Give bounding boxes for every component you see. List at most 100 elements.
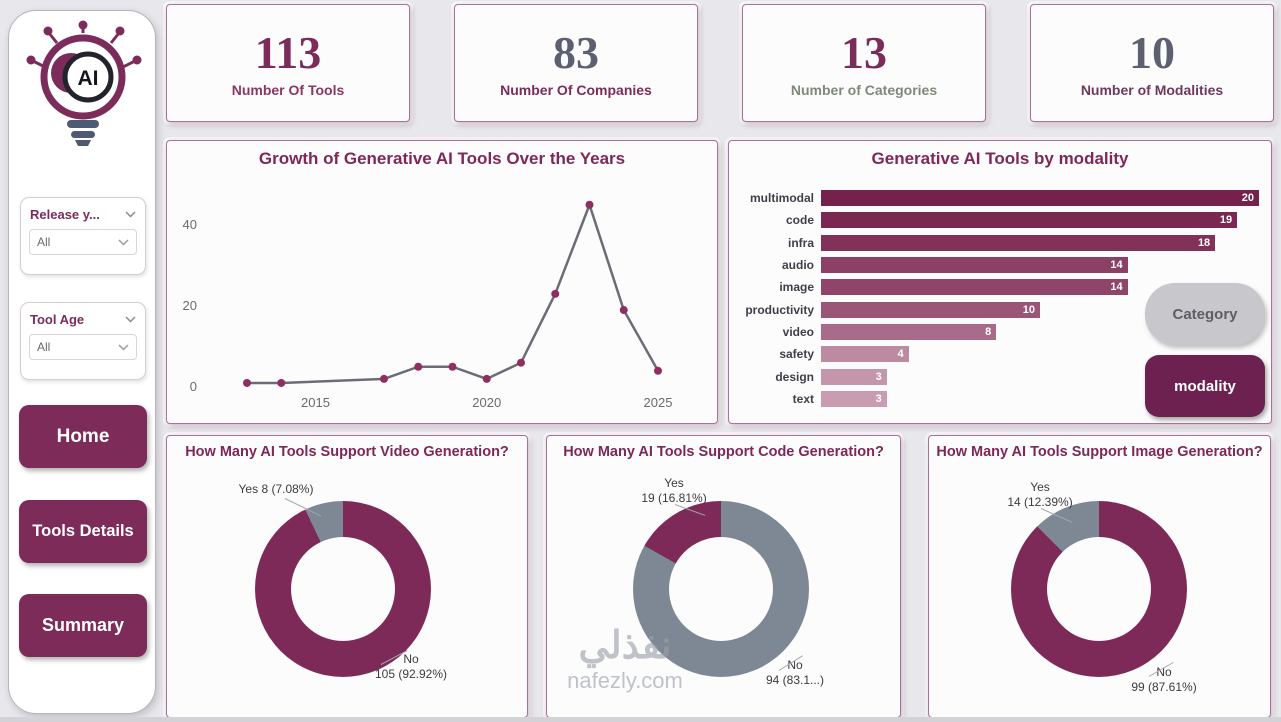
bar[interactable]: 19 bbox=[821, 212, 1238, 229]
filter-release-year-header[interactable]: Release y... bbox=[21, 198, 145, 226]
filter-tool-age-header[interactable]: Tool Age bbox=[21, 303, 145, 331]
bar-row[interactable]: safety 4 bbox=[741, 343, 1259, 365]
svg-text:40: 40 bbox=[183, 217, 197, 232]
ai-bulb-icon: AI bbox=[26, 20, 142, 146]
kpi-card: 113 Number Of Tools bbox=[166, 4, 410, 122]
kpi-card: 83 Number Of Companies bbox=[454, 4, 698, 122]
bar-row[interactable]: text 3 bbox=[741, 388, 1259, 410]
bar-row[interactable]: image 14 bbox=[741, 276, 1259, 298]
page-bottom-edge bbox=[0, 717, 1281, 722]
donut-chart-title: How Many AI Tools Support Video Generati… bbox=[185, 444, 509, 460]
bar-category-label: safety bbox=[779, 347, 814, 362]
bar-category-label: infra bbox=[787, 235, 814, 250]
kpi-value: 83 bbox=[553, 26, 599, 78]
svg-text:2020: 2020 bbox=[472, 395, 501, 410]
bar-category-label: image bbox=[779, 280, 814, 295]
bar-category-label: code bbox=[785, 213, 814, 228]
category-button[interactable]: Category bbox=[1145, 283, 1265, 345]
kpi-label: Number Of Companies bbox=[500, 82, 652, 99]
bar[interactable]: 20 bbox=[821, 190, 1259, 207]
pie-label-no: No 99 (87.61%) bbox=[1131, 665, 1197, 694]
pie-label-yes: Yes 8 (7.08%) bbox=[238, 482, 314, 496]
bar-value-label: 8 bbox=[985, 325, 992, 338]
bar-chart-card: Generative AI Tools by modality multimod… bbox=[728, 140, 1272, 424]
bar[interactable]: 14 bbox=[821, 257, 1128, 274]
donut-chart-code[interactable] bbox=[633, 501, 809, 677]
kpi-value: 10 bbox=[1129, 26, 1175, 78]
bar-value-label: 14 bbox=[1110, 259, 1123, 272]
filter-release-year-dropdown[interactable]: All bbox=[29, 229, 137, 255]
bar-value-label: 3 bbox=[875, 392, 882, 405]
nav-home-button[interactable]: Home bbox=[19, 405, 147, 468]
filter-value: All bbox=[37, 235, 51, 249]
nav-tools-details-button[interactable]: Tools Details bbox=[19, 500, 147, 563]
chevron-down-icon bbox=[125, 316, 136, 323]
bar[interactable]: 10 bbox=[821, 301, 1040, 318]
donut-chart-video[interactable] bbox=[255, 501, 431, 677]
bar-category-label: productivity bbox=[745, 302, 814, 317]
bar-row[interactable]: video 8 bbox=[741, 321, 1259, 343]
donut-chart-title: How Many AI Tools Support Image Generati… bbox=[936, 444, 1263, 460]
bar-row[interactable]: productivity 10 bbox=[741, 298, 1259, 320]
bar[interactable]: 3 bbox=[821, 368, 887, 385]
modality-button[interactable]: modality bbox=[1145, 355, 1265, 417]
bar-category-label: text bbox=[792, 391, 814, 406]
bar[interactable]: 4 bbox=[821, 346, 909, 363]
filter-release-year: Release y... All bbox=[20, 197, 146, 275]
svg-text:2015: 2015 bbox=[301, 395, 330, 410]
pie-label-no: No 94 (83.1...) bbox=[765, 658, 825, 687]
chevron-down-icon bbox=[118, 343, 129, 351]
donut-card-video: How Many AI Tools Support Video Generati… bbox=[166, 435, 528, 718]
bar[interactable]: 8 bbox=[821, 323, 997, 340]
bar-value-label: 10 bbox=[1022, 303, 1035, 316]
filter-label: Release y... bbox=[30, 207, 100, 222]
bar-value-label: 3 bbox=[875, 370, 882, 383]
bar[interactable]: 3 bbox=[821, 390, 887, 407]
kpi-value: 113 bbox=[254, 26, 322, 78]
svg-text:2025: 2025 bbox=[644, 395, 673, 410]
bar-category-label: design bbox=[775, 369, 814, 384]
bar-value-label: 18 bbox=[1197, 236, 1211, 249]
filter-tool-age-dropdown[interactable]: All bbox=[29, 334, 137, 360]
bar-category-label: audio bbox=[782, 258, 814, 273]
chevron-down-icon bbox=[118, 238, 129, 246]
filter-value: All bbox=[37, 340, 51, 354]
kpi-label: Number Of Tools bbox=[231, 82, 345, 99]
ai-logo-text: AI bbox=[78, 67, 99, 90]
bar[interactable]: 14 bbox=[821, 279, 1128, 296]
pie-label-no: No 105 (92.92%) bbox=[374, 652, 448, 681]
pie-label-yes: Yes 19 (16.81%) bbox=[641, 476, 707, 505]
sidebar: AI Release y... All Tool Age All bbox=[8, 10, 156, 714]
nav-summary-button[interactable]: Summary bbox=[19, 594, 147, 657]
bar-value-label: 19 bbox=[1219, 214, 1233, 227]
bar-value-label: 4 bbox=[897, 348, 904, 361]
bar-value-label: 14 bbox=[1110, 281, 1123, 294]
bar-category-label: video bbox=[782, 324, 814, 339]
line-chart[interactable]: 0 20 40 2015 2020 2025 bbox=[167, 167, 719, 415]
kpi-label: Number of Modalities bbox=[1080, 82, 1224, 99]
line-chart-title: Growth of Generative AI Tools Over the Y… bbox=[258, 149, 626, 168]
bar-row[interactable]: multimodal 20 bbox=[741, 187, 1259, 209]
donut-chart-image[interactable] bbox=[1011, 501, 1187, 677]
kpi-value: 13 bbox=[841, 26, 887, 78]
donut-chart-title: How Many AI Tools Support Code Generatio… bbox=[563, 444, 884, 460]
bar-value-label: 20 bbox=[1241, 192, 1254, 205]
bar-row[interactable]: audio 14 bbox=[741, 254, 1259, 276]
filter-label: Tool Age bbox=[30, 312, 85, 327]
bar[interactable]: 18 bbox=[821, 234, 1216, 251]
bar-chart[interactable]: multimodal 20 code 19 infra 18 audio 14 image 14 p… bbox=[741, 187, 1259, 410]
ai-logo: AI bbox=[21, 19, 145, 157]
kpi-card: 10 Number of Modalities bbox=[1030, 4, 1274, 122]
filter-tool-age: Tool Age All bbox=[20, 302, 146, 380]
chevron-down-icon bbox=[125, 211, 136, 218]
kpi-label: Number of Categories bbox=[790, 82, 938, 99]
bar-row[interactable]: infra 18 bbox=[741, 232, 1259, 254]
svg-text:0: 0 bbox=[190, 379, 197, 394]
bar-row[interactable]: code 19 bbox=[741, 209, 1259, 231]
bar-row[interactable]: design 3 bbox=[741, 365, 1259, 387]
kpi-card: 13 Number of Categories bbox=[742, 4, 986, 122]
donut-card-image: How Many AI Tools Support Image Generati… bbox=[928, 435, 1271, 718]
donut-card-code: How Many AI Tools Support Code Generatio… bbox=[546, 435, 901, 718]
line-chart-card: Growth of Generative AI Tools Over the Y… bbox=[166, 140, 718, 424]
